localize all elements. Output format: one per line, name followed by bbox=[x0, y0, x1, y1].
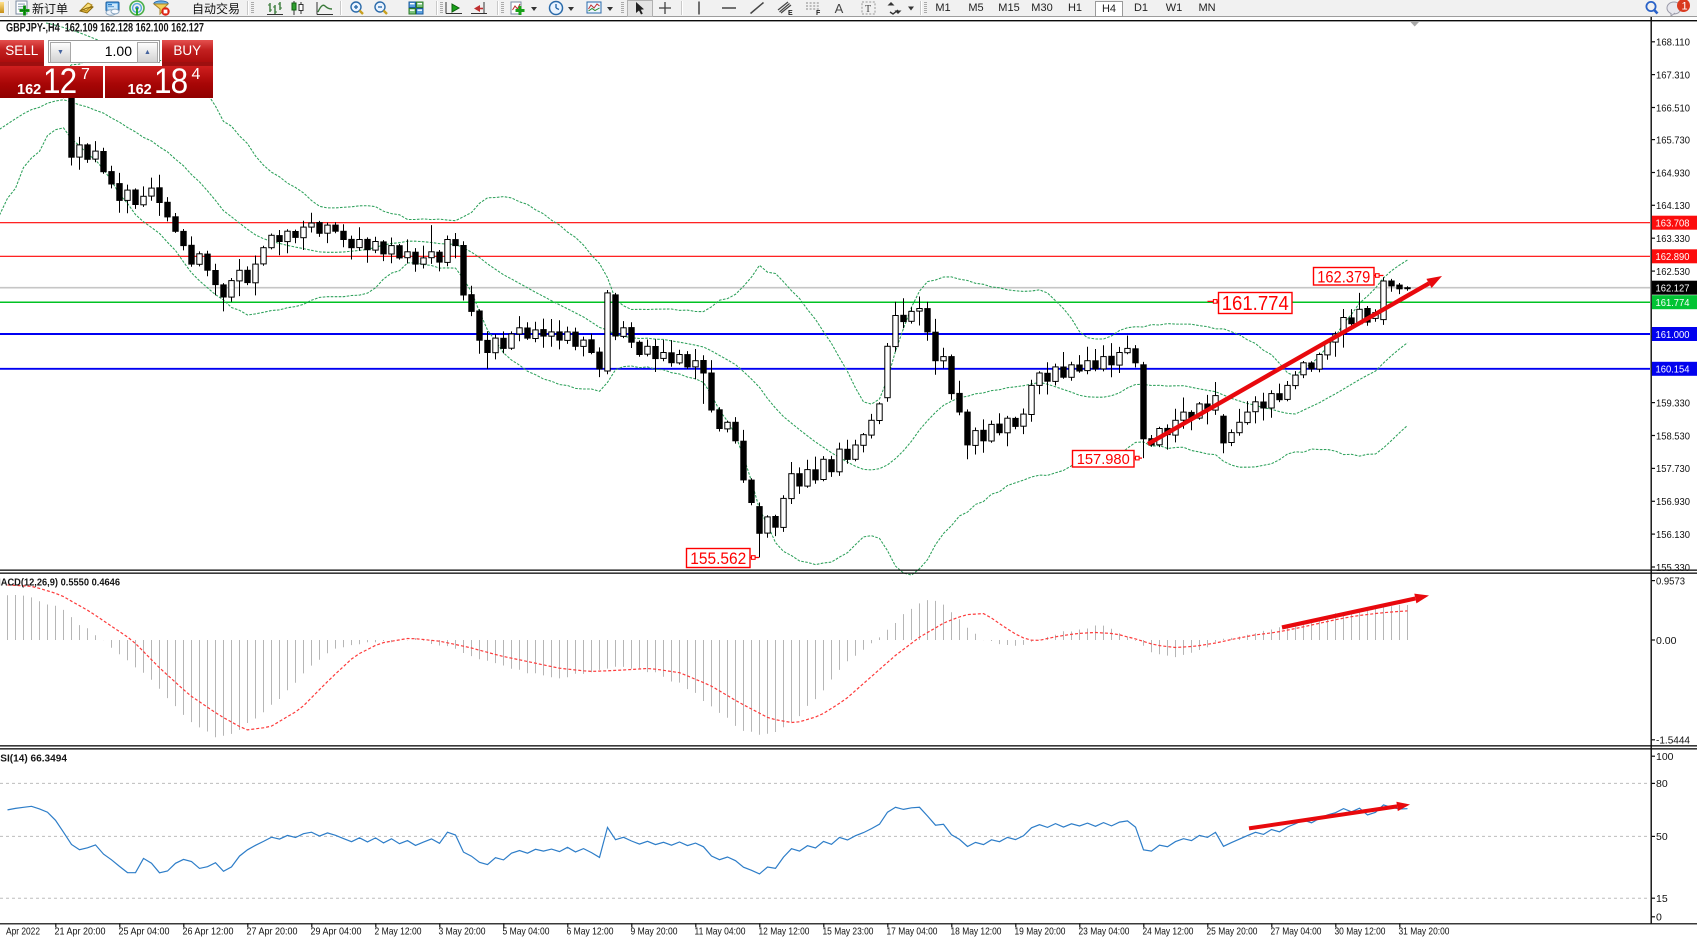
svg-text:27 May 04:00: 27 May 04:00 bbox=[1271, 926, 1322, 938]
svg-text:27 Apr 20:00: 27 Apr 20:00 bbox=[247, 926, 298, 938]
svg-text:18 May 12:00: 18 May 12:00 bbox=[951, 926, 1002, 938]
svg-text:163.330: 163.330 bbox=[1656, 233, 1690, 245]
svg-text:9 May 20:00: 9 May 20:00 bbox=[631, 926, 678, 938]
svg-text:1: 1 bbox=[1682, 1, 1688, 13]
svg-text:31 May 20:00: 31 May 20:00 bbox=[1399, 926, 1450, 938]
svg-text:167.310: 167.310 bbox=[1656, 69, 1690, 81]
svg-text:162.890: 162.890 bbox=[1656, 251, 1690, 263]
svg-text:11 May 04:00: 11 May 04:00 bbox=[695, 926, 746, 938]
svg-text:168.110: 168.110 bbox=[1656, 37, 1690, 49]
svg-text:164.930: 164.930 bbox=[1656, 167, 1690, 179]
svg-text:162.530: 162.530 bbox=[1656, 266, 1690, 278]
svg-text:157.730: 157.730 bbox=[1656, 463, 1690, 475]
svg-text:166.510: 166.510 bbox=[1656, 102, 1690, 114]
svg-text:15: 15 bbox=[1656, 893, 1668, 905]
svg-text:155.562: 155.562 bbox=[690, 550, 746, 568]
svg-text:0: 0 bbox=[1656, 912, 1662, 924]
svg-text:100: 100 bbox=[1656, 751, 1674, 763]
svg-text:157.980: 157.980 bbox=[1077, 451, 1130, 468]
svg-text:T: T bbox=[865, 4, 871, 15]
svg-text:161.774: 161.774 bbox=[1656, 297, 1690, 309]
svg-text:50: 50 bbox=[1656, 831, 1668, 843]
svg-text:12 May 12:00: 12 May 12:00 bbox=[759, 926, 810, 938]
svg-text:80: 80 bbox=[1656, 778, 1668, 790]
svg-text:21 Apr 20:00: 21 Apr 20:00 bbox=[55, 926, 106, 938]
svg-text:162.127: 162.127 bbox=[1656, 283, 1690, 295]
svg-text:159.330: 159.330 bbox=[1656, 397, 1690, 409]
svg-text:Apr 2022: Apr 2022 bbox=[6, 926, 40, 938]
svg-text:3 May 20:00: 3 May 20:00 bbox=[439, 926, 486, 938]
svg-text:161.000: 161.000 bbox=[1656, 329, 1690, 341]
svg-text:164.130: 164.130 bbox=[1656, 200, 1690, 212]
svg-text:E: E bbox=[788, 10, 793, 16]
svg-text:GBPJPY-,H4 162.109 162.128 16: GBPJPY-,H4 162.109 162.128 162.100 162.1… bbox=[6, 23, 204, 35]
svg-text:25 May 20:00: 25 May 20:00 bbox=[1207, 926, 1258, 938]
svg-text:158.530: 158.530 bbox=[1656, 430, 1690, 442]
svg-text:162.379: 162.379 bbox=[1317, 267, 1370, 286]
svg-text:5 May 04:00: 5 May 04:00 bbox=[503, 926, 550, 938]
svg-text:156.130: 156.130 bbox=[1656, 529, 1690, 541]
svg-text:155.330: 155.330 bbox=[1656, 562, 1690, 574]
svg-text:24 May 12:00: 24 May 12:00 bbox=[1143, 926, 1194, 938]
svg-text:163.708: 163.708 bbox=[1656, 218, 1690, 230]
svg-text:15 May 23:00: 15 May 23:00 bbox=[823, 926, 874, 938]
svg-text:MACD(12,26,9) 0.5550 0.4646: MACD(12,26,9) 0.5550 0.4646 bbox=[0, 577, 120, 589]
svg-text:-1.5444: -1.5444 bbox=[1656, 735, 1690, 747]
svg-text:26 Apr 12:00: 26 Apr 12:00 bbox=[183, 926, 234, 938]
svg-text:0.00: 0.00 bbox=[1656, 635, 1677, 647]
svg-text:17 May 04:00: 17 May 04:00 bbox=[887, 926, 938, 938]
svg-text:160.154: 160.154 bbox=[1656, 364, 1690, 376]
svg-text:6 May 12:00: 6 May 12:00 bbox=[567, 926, 614, 938]
svg-text:19 May 20:00: 19 May 20:00 bbox=[1015, 926, 1066, 938]
svg-text:RSI(14) 66.3494: RSI(14) 66.3494 bbox=[0, 753, 67, 765]
svg-text:0.9573: 0.9573 bbox=[1656, 575, 1685, 587]
svg-text:165.730: 165.730 bbox=[1656, 134, 1690, 146]
svg-text:F: F bbox=[816, 10, 821, 16]
svg-text:161.774: 161.774 bbox=[1222, 293, 1289, 315]
svg-text:25 Apr 04:00: 25 Apr 04:00 bbox=[119, 926, 170, 938]
svg-text:30 May 12:00: 30 May 12:00 bbox=[1335, 926, 1386, 938]
svg-text:23 May 04:00: 23 May 04:00 bbox=[1079, 926, 1130, 938]
svg-text:2 May 12:00: 2 May 12:00 bbox=[375, 926, 422, 938]
svg-text:29 Apr 04:00: 29 Apr 04:00 bbox=[311, 926, 362, 938]
svg-text:156.930: 156.930 bbox=[1656, 496, 1690, 508]
